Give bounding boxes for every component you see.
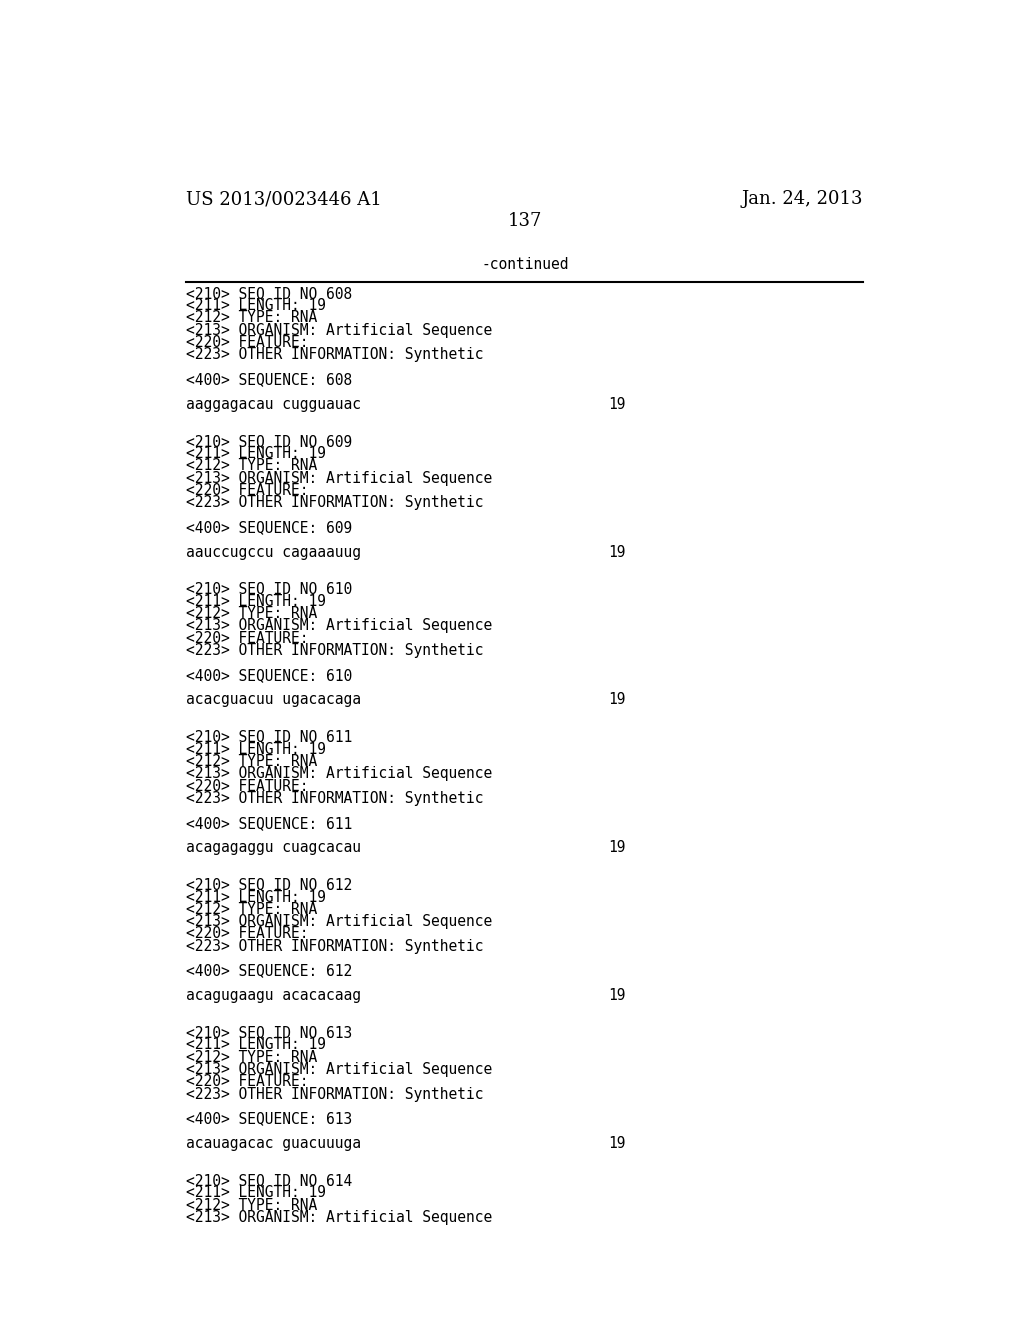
Text: <213> ORGANISM: Artificial Sequence: <213> ORGANISM: Artificial Sequence [186,1063,493,1077]
Text: <223> OTHER INFORMATION: Synthetic: <223> OTHER INFORMATION: Synthetic [186,939,483,954]
Text: <212> TYPE: RNA: <212> TYPE: RNA [186,754,317,770]
Text: <213> ORGANISM: Artificial Sequence: <213> ORGANISM: Artificial Sequence [186,619,493,634]
Text: <212> TYPE: RNA: <212> TYPE: RNA [186,458,317,474]
Text: <210> SEQ ID NO 613: <210> SEQ ID NO 613 [186,1026,352,1040]
Text: <211> LENGTH: 19: <211> LENGTH: 19 [186,742,326,756]
Text: <212> TYPE: RNA: <212> TYPE: RNA [186,1197,317,1213]
Text: <210> SEQ ID NO 608: <210> SEQ ID NO 608 [186,286,352,301]
Text: US 2013/0023446 A1: US 2013/0023446 A1 [186,190,382,209]
Text: <220> FEATURE:: <220> FEATURE: [186,483,308,498]
Text: <400> SEQUENCE: 612: <400> SEQUENCE: 612 [186,964,352,978]
Text: <211> LENGTH: 19: <211> LENGTH: 19 [186,1185,326,1200]
Text: <223> OTHER INFORMATION: Synthetic: <223> OTHER INFORMATION: Synthetic [186,495,483,511]
Text: <212> TYPE: RNA: <212> TYPE: RNA [186,902,317,917]
Text: <400> SEQUENCE: 611: <400> SEQUENCE: 611 [186,816,352,830]
Text: <212> TYPE: RNA: <212> TYPE: RNA [186,310,317,326]
Text: 19: 19 [608,1137,626,1151]
Text: acagugaagu acacacaag: acagugaagu acacacaag [186,989,361,1003]
Text: <223> OTHER INFORMATION: Synthetic: <223> OTHER INFORMATION: Synthetic [186,347,483,363]
Text: 19: 19 [608,397,626,412]
Text: <223> OTHER INFORMATION: Synthetic: <223> OTHER INFORMATION: Synthetic [186,643,483,659]
Text: -continued: -continued [481,257,568,272]
Text: <211> LENGTH: 19: <211> LENGTH: 19 [186,446,326,461]
Text: <211> LENGTH: 19: <211> LENGTH: 19 [186,594,326,609]
Text: <211> LENGTH: 19: <211> LENGTH: 19 [186,1038,326,1052]
Text: <223> OTHER INFORMATION: Synthetic: <223> OTHER INFORMATION: Synthetic [186,791,483,807]
Text: <211> LENGTH: 19: <211> LENGTH: 19 [186,890,326,904]
Text: <400> SEQUENCE: 609: <400> SEQUENCE: 609 [186,520,352,535]
Text: acacguacuu ugacacaga: acacguacuu ugacacaga [186,693,361,708]
Text: <220> FEATURE:: <220> FEATURE: [186,779,308,793]
Text: <210> SEQ ID NO 609: <210> SEQ ID NO 609 [186,434,352,449]
Text: Jan. 24, 2013: Jan. 24, 2013 [742,190,863,209]
Text: <400> SEQUENCE: 610: <400> SEQUENCE: 610 [186,668,352,682]
Text: <213> ORGANISM: Artificial Sequence: <213> ORGANISM: Artificial Sequence [186,323,493,338]
Text: <223> OTHER INFORMATION: Synthetic: <223> OTHER INFORMATION: Synthetic [186,1086,483,1102]
Text: <210> SEQ ID NO 614: <210> SEQ ID NO 614 [186,1173,352,1188]
Text: 19: 19 [608,989,626,1003]
Text: <213> ORGANISM: Artificial Sequence: <213> ORGANISM: Artificial Sequence [186,471,493,486]
Text: <220> FEATURE:: <220> FEATURE: [186,1074,308,1089]
Text: 137: 137 [508,213,542,230]
Text: <220> FEATURE:: <220> FEATURE: [186,335,308,350]
Text: <211> LENGTH: 19: <211> LENGTH: 19 [186,298,326,313]
Text: <213> ORGANISM: Artificial Sequence: <213> ORGANISM: Artificial Sequence [186,767,493,781]
Text: <400> SEQUENCE: 608: <400> SEQUENCE: 608 [186,372,352,387]
Text: 19: 19 [608,693,626,708]
Text: <213> ORGANISM: Artificial Sequence: <213> ORGANISM: Artificial Sequence [186,1210,493,1225]
Text: aauccugccu cagaaauug: aauccugccu cagaaauug [186,545,361,560]
Text: 19: 19 [608,841,626,855]
Text: <212> TYPE: RNA: <212> TYPE: RNA [186,606,317,622]
Text: <220> FEATURE:: <220> FEATURE: [186,631,308,645]
Text: acagagaggu cuagcacau: acagagaggu cuagcacau [186,841,361,855]
Text: 19: 19 [608,545,626,560]
Text: <220> FEATURE:: <220> FEATURE: [186,927,308,941]
Text: <210> SEQ ID NO 611: <210> SEQ ID NO 611 [186,730,352,744]
Text: <210> SEQ ID NO 612: <210> SEQ ID NO 612 [186,878,352,892]
Text: <210> SEQ ID NO 610: <210> SEQ ID NO 610 [186,582,352,597]
Text: <212> TYPE: RNA: <212> TYPE: RNA [186,1049,317,1065]
Text: <213> ORGANISM: Artificial Sequence: <213> ORGANISM: Artificial Sequence [186,915,493,929]
Text: <400> SEQUENCE: 613: <400> SEQUENCE: 613 [186,1111,352,1126]
Text: aaggagacau cugguauac: aaggagacau cugguauac [186,397,361,412]
Text: acauagacac guacuuuga: acauagacac guacuuuga [186,1137,361,1151]
